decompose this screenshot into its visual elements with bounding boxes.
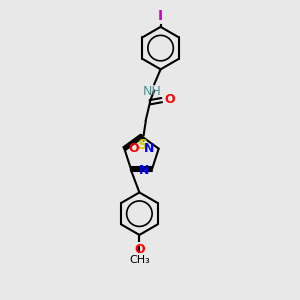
Text: S: S bbox=[138, 138, 148, 152]
Text: O: O bbox=[164, 92, 175, 106]
Text: NH: NH bbox=[143, 85, 161, 98]
Text: O: O bbox=[134, 243, 145, 256]
Text: N: N bbox=[144, 142, 154, 155]
Text: CH₃: CH₃ bbox=[129, 255, 150, 265]
Text: O: O bbox=[129, 142, 139, 155]
Text: I: I bbox=[158, 9, 163, 22]
Text: N: N bbox=[139, 164, 149, 178]
